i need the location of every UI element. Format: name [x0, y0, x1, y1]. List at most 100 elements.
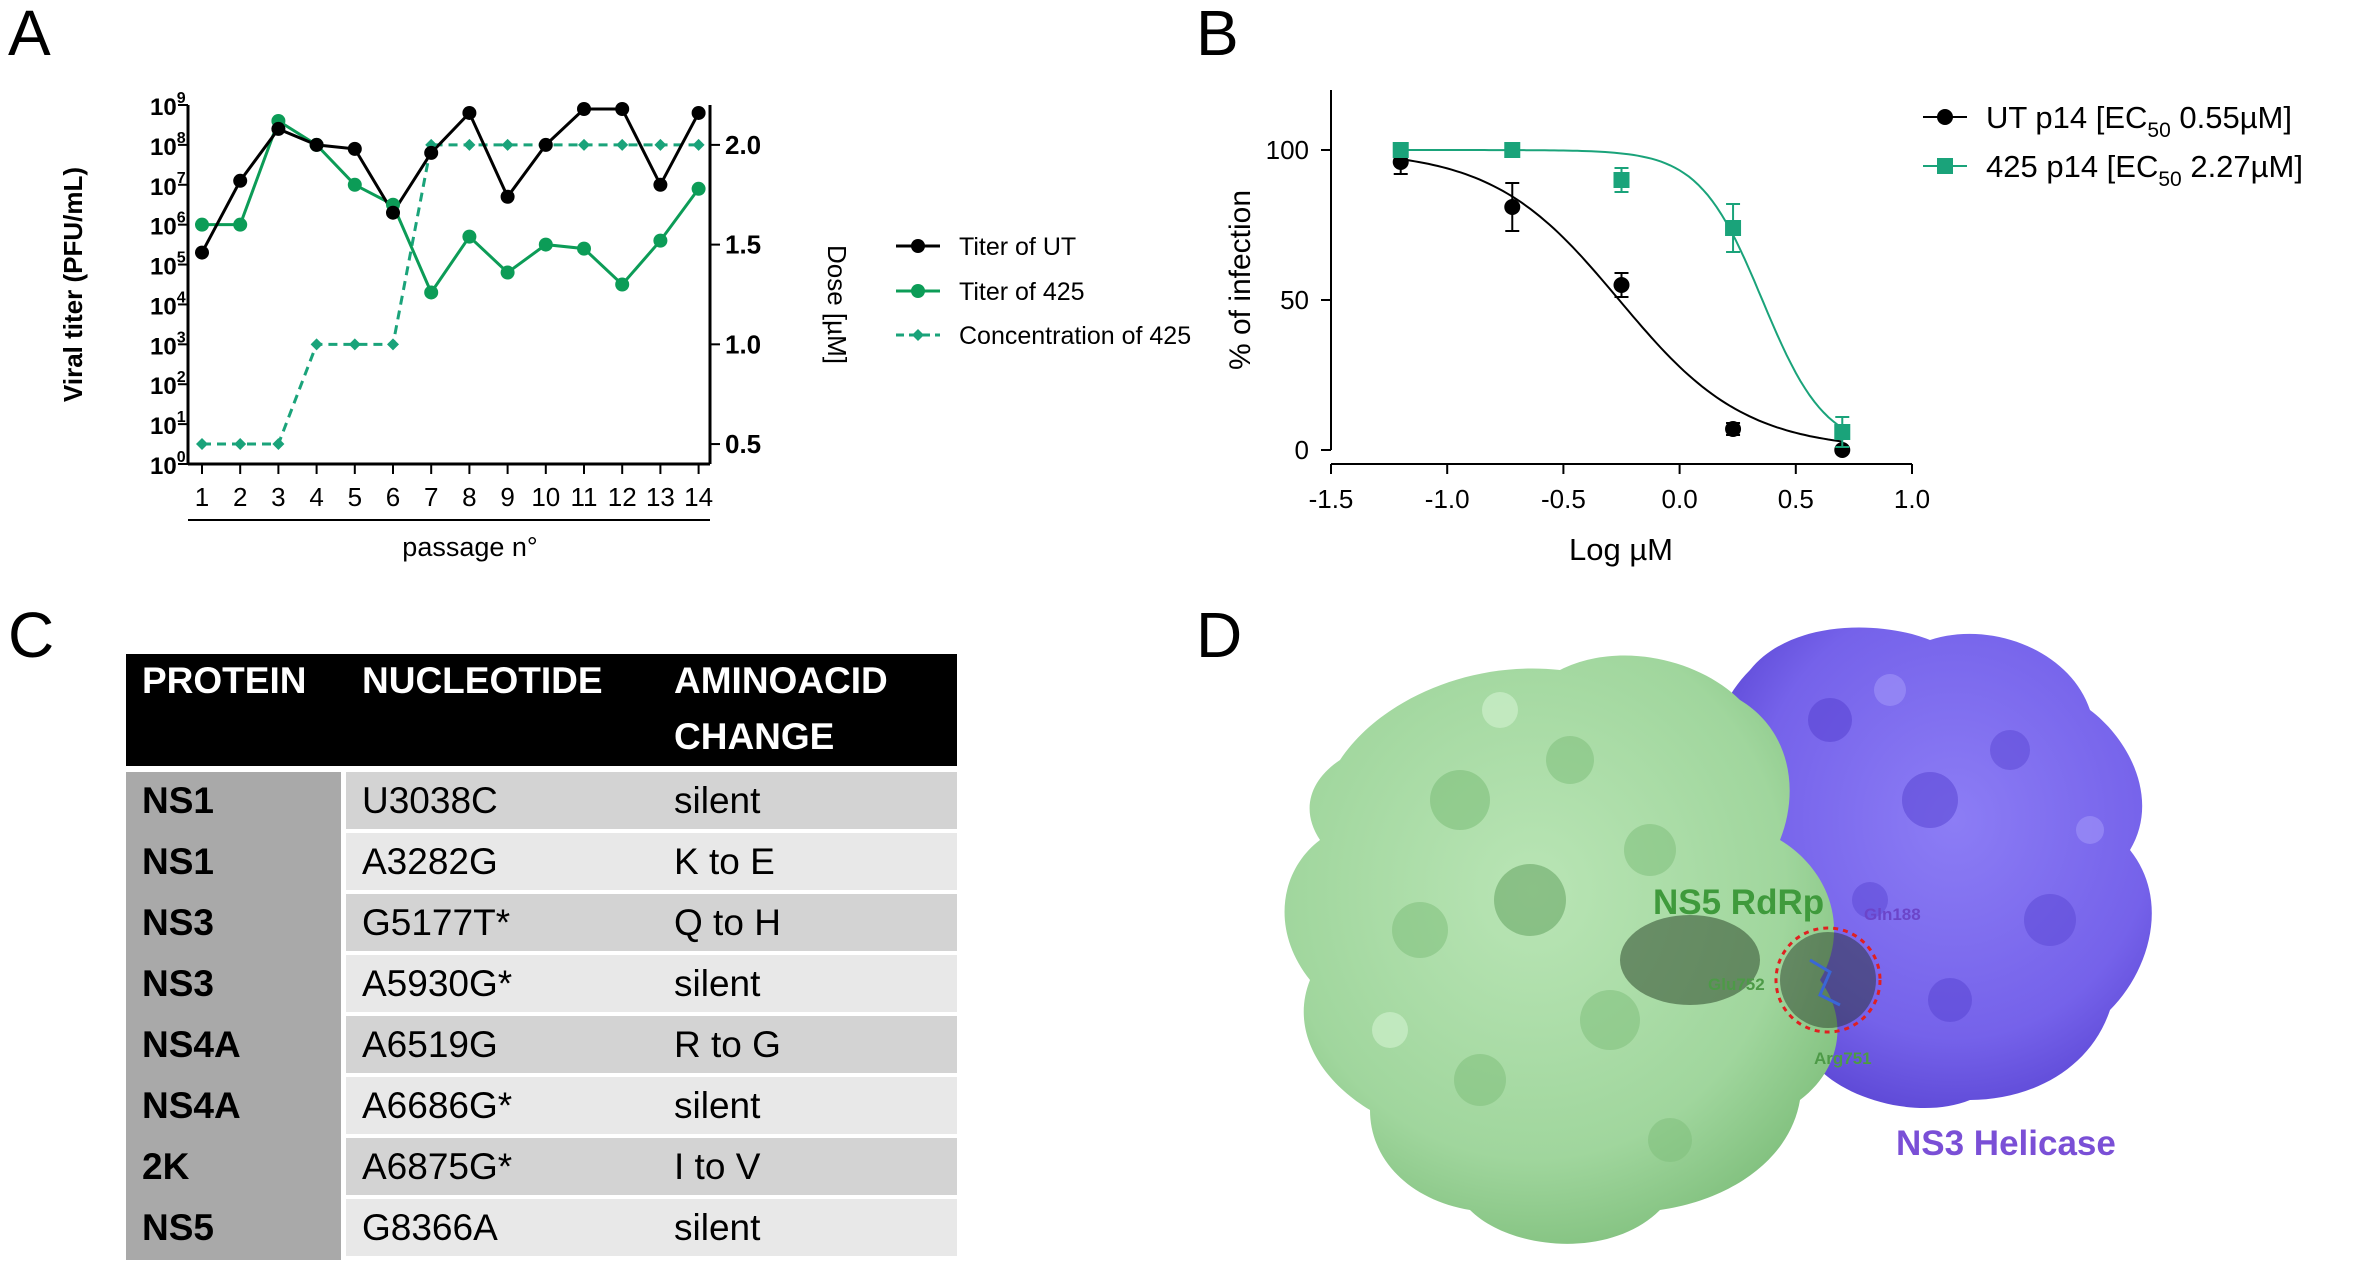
point-titer-ut [271, 121, 286, 136]
cell-protein: NS4A [142, 1085, 241, 1126]
cell-aa-change: silent [674, 1207, 761, 1248]
point-concentration [692, 138, 705, 151]
y2-tick-label: 0.5 [725, 429, 761, 459]
cell-aa-change: K to E [674, 841, 775, 882]
chart-b: 0 50 100 -1.5 -1.0 -0.5 0.0 0.5 1.0 % of infectio… [1224, 90, 2303, 567]
point-425-p14 [1392, 142, 1409, 158]
y-tick-label: 103 [150, 329, 186, 360]
series-line-titer-425 [202, 118, 700, 296]
cell-nucleotide: G8366A [362, 1207, 498, 1248]
point-titer-ut [233, 173, 248, 188]
chart-a: 1001011021031041051061071081090.51.01.52… [58, 90, 1191, 562]
header-change: CHANGE [674, 716, 835, 757]
header-protein: PROTEIN [142, 660, 307, 701]
cell-protein: 2K [142, 1146, 190, 1187]
y-tick-label: 106 [150, 210, 186, 241]
point-titer-ut [653, 177, 668, 192]
y-tick-label: 50 [1280, 285, 1309, 315]
point-concentration [348, 338, 361, 351]
header-nucleotide: NUCLEOTIDE [362, 660, 603, 701]
point-titer-425 [462, 229, 477, 244]
y2-tick-label: 1.5 [725, 230, 761, 260]
point-425-p14 [1725, 220, 1742, 236]
point-titer-425 [691, 181, 706, 196]
protein-structure-figure: NS5 RdRp NS3 Helicase Gln188 Glu752 Arg7… [1284, 627, 2152, 1244]
residue-arg751-label: Arg751 [1814, 1049, 1872, 1068]
cell-protein: NS1 [142, 780, 214, 821]
point-425-p14 [1613, 172, 1630, 188]
cell-aa-change: Q to H [674, 902, 781, 943]
y2-axis-label: Dose [µM] [822, 245, 852, 364]
x-tick-label: 1.0 [1894, 484, 1930, 514]
x-tick-label: -1.5 [1309, 484, 1354, 514]
x-tick-label: 8 [462, 482, 476, 512]
y-tick-label: 109 [150, 90, 186, 121]
point-titer-425 [615, 277, 630, 292]
panel-letter-b: B [1196, 0, 1239, 69]
legend-label: Titer of UT [959, 233, 1076, 261]
cell-aa-change: silent [674, 780, 761, 821]
legend-ec50-value: 0.55µM] [2171, 100, 2292, 135]
legend-marker-425 [911, 284, 925, 298]
table-row: NS3 G5177T* Q to H [126, 894, 957, 951]
point-titer-ut [577, 101, 591, 116]
header-aminoacid: AMINOACID [674, 660, 888, 701]
panel-letter-c: C [8, 599, 55, 671]
ns3-helicase-label: NS3 Helicase [1896, 1124, 2116, 1163]
legend-label: Concentration of 425 [959, 322, 1191, 350]
cell-protein: NS5 [142, 1207, 214, 1248]
x-tick-label: 13 [646, 482, 675, 512]
y-tick-label: 102 [150, 369, 186, 400]
point-ut-p14 [1725, 421, 1742, 437]
x-tick-label: 3 [271, 482, 285, 512]
point-titer-ut [462, 105, 477, 120]
protein-column-bg [126, 772, 341, 1260]
point-concentration [387, 338, 399, 351]
x-tick-label: 14 [684, 482, 713, 512]
point-concentration [310, 338, 323, 351]
point-titer-ut [538, 137, 553, 152]
y-tick-label: 101 [150, 409, 186, 440]
point-titer-425 [424, 285, 439, 300]
point-titer-425 [347, 177, 362, 192]
legend-subscript: 50 [2158, 168, 2181, 191]
point-concentration [616, 138, 629, 151]
point-concentration [196, 438, 208, 451]
binding-site-circle [1774, 926, 1882, 1034]
point-titer-425 [653, 233, 668, 248]
y-tick-exponent: 0 [177, 449, 186, 466]
point-ut-p14 [1613, 277, 1630, 293]
point-425-p14 [1504, 142, 1521, 158]
residue-sticks [1809, 958, 1841, 1007]
point-concentration [578, 138, 590, 151]
point-ut-p14 [1504, 199, 1521, 215]
point-concentration [463, 138, 476, 151]
x-tick-label: 7 [424, 482, 438, 512]
panel-letter-d: D [1196, 599, 1243, 671]
x-tick-label: 11 [571, 482, 598, 512]
y-tick-label: 105 [150, 250, 186, 281]
point-titer-ut [347, 141, 362, 156]
cell-aa-change: I to V [674, 1146, 761, 1187]
y-tick-exponent: 5 [177, 250, 186, 267]
cell-aa-change: silent [674, 963, 761, 1004]
point-titer-425 [233, 217, 248, 232]
x-tick-label: 2 [233, 482, 247, 512]
cell-protein: NS3 [142, 963, 214, 1004]
x-axis-label: passage n° [402, 532, 537, 562]
y-tick-exponent: 9 [177, 90, 186, 107]
point-titer-425 [500, 265, 515, 280]
residue-glu752-label: Glu752 [1708, 975, 1765, 994]
point-titer-425 [538, 237, 553, 252]
cell-protein: NS3 [142, 902, 214, 943]
table-row: NS4A A6519G R to G [126, 1016, 957, 1073]
series-line-concentration [202, 143, 699, 446]
legend-subscript: 50 [2147, 119, 2170, 142]
point-titer-ut [691, 105, 706, 120]
point-concentration [654, 138, 667, 151]
legend-label: Titer of 425 [959, 278, 1085, 306]
point-titer-ut [500, 189, 515, 204]
y-axis-label: % of infection [1224, 190, 1257, 370]
residue-gln188-label: Gln188 [1864, 905, 1921, 924]
table-row: NS1 U3038C silent [126, 772, 957, 829]
